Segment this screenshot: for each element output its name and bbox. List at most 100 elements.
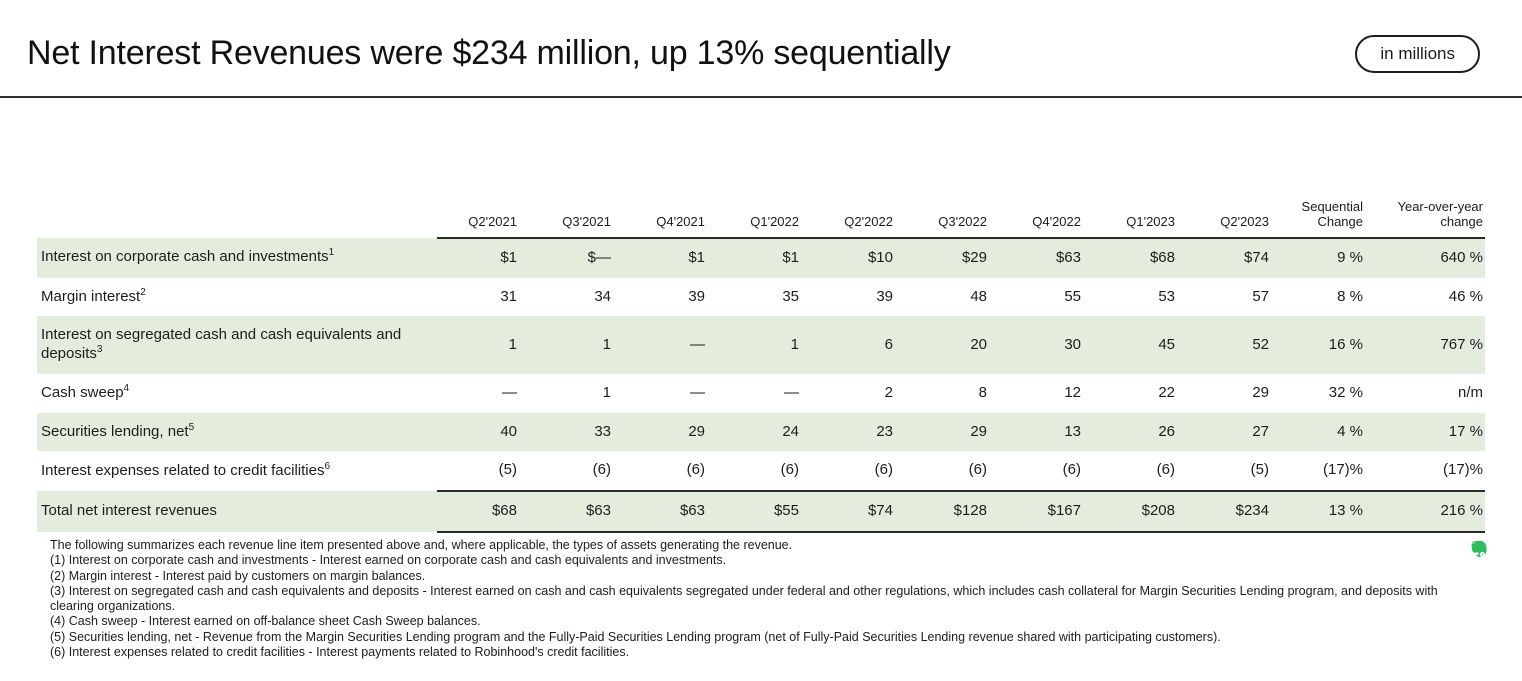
- value-cell: 20: [907, 316, 1001, 374]
- value-cell: 1: [437, 316, 531, 374]
- table-row: Interest on segregated cash and cash equ…: [37, 316, 1485, 374]
- evernote-icon[interactable]: [1467, 537, 1491, 561]
- value-cell: 23: [813, 412, 907, 452]
- value-cell: 46 %: [1448, 287, 1483, 305]
- table-row: Margin interest2 31 34 39 35 39 48 55 53 57 8 % 46 …: [37, 278, 1485, 317]
- column-header: Q2'2022: [813, 200, 907, 239]
- slide-header: Net Interest Revenues were $234 million,…: [0, 0, 1522, 73]
- footnote-line: (4) Cash sweep - Interest earned on off-…: [50, 614, 481, 629]
- revenue-table: Q2'2021 Q3'2021 Q4'2021 Q1'2022 Q2'2022 Q3'20…: [37, 199, 1485, 533]
- row-label: Interest on corporate cash and investmen…: [37, 237, 437, 278]
- value-cell: 33: [531, 412, 625, 452]
- footnote-marker: 4: [123, 382, 130, 394]
- column-header: Q3'2021: [531, 200, 625, 239]
- value-cell: $167: [1001, 491, 1095, 533]
- footnote-line: (3) Interest on segregated cash and cash…: [50, 583, 1438, 613]
- value-cell: 29: [907, 412, 1001, 452]
- table-row: Securities lending, net5 40 33 29 24 23 29 13 26…: [37, 412, 1485, 452]
- column-header: Sequential Change: [1283, 199, 1377, 239]
- value-cell: (6): [625, 451, 719, 493]
- page-title: Net Interest Revenues were $234 million,…: [27, 34, 951, 72]
- row-label: Securities lending, net5: [37, 412, 437, 452]
- value-cell: n/m: [1457, 383, 1483, 401]
- value-cell: $63: [625, 491, 719, 533]
- value-cell: 1: [719, 316, 813, 374]
- value-cell: 55: [1064, 287, 1081, 305]
- value-cell: 57: [1252, 287, 1269, 305]
- row-label: Cash sweep4: [41, 382, 130, 401]
- value-cell: 16 %: [1283, 316, 1377, 374]
- value-cell: 1: [531, 316, 625, 374]
- value-cell: 26: [1095, 412, 1189, 452]
- table-row: Cash sweep4 — 1 — — 2 8 12 22 29 32 % n/m: [37, 374, 1485, 413]
- row-label: Total net interest revenues: [37, 491, 437, 532]
- column-header: Q4'2021: [625, 200, 719, 239]
- column-header: Q2'2023: [1189, 200, 1283, 239]
- value-cell: —: [690, 383, 705, 401]
- total-row: Total net interest revenues $68 $63 $63 $55 $…: [37, 491, 1485, 533]
- row-label-header: [37, 200, 437, 238]
- table-header-row: Q2'2021 Q3'2021 Q4'2021 Q1'2022 Q2'2022 Q3'20…: [37, 199, 1485, 239]
- footnote-marker: 5: [188, 421, 195, 433]
- value-cell: 6: [813, 316, 907, 374]
- footnote-marker: 6: [324, 460, 331, 472]
- value-cell: $1: [719, 237, 813, 278]
- value-cell: 1: [602, 383, 611, 401]
- value-cell: 22: [1158, 383, 1175, 401]
- value-cell: 34: [594, 287, 611, 305]
- value-cell: 12: [1064, 383, 1081, 401]
- value-cell: $208: [1095, 491, 1189, 533]
- value-cell: 216 %: [1377, 491, 1485, 533]
- value-cell: 27: [1189, 412, 1283, 452]
- footnote-line: (1) Interest on corporate cash and inves…: [50, 553, 727, 568]
- value-cell: 29: [625, 412, 719, 452]
- value-cell: 30: [1001, 316, 1095, 374]
- footnote-line: (2) Margin interest - Interest paid by c…: [50, 568, 426, 583]
- footnote-line: (5) Securities lending, net - Revenue fr…: [50, 629, 1221, 644]
- column-header: Year-over-year change: [1377, 199, 1485, 239]
- value-cell: 9 %: [1283, 237, 1377, 278]
- value-cell: $128: [907, 491, 1001, 533]
- value-cell: $1: [625, 237, 719, 278]
- value-cell: (6): [719, 451, 813, 493]
- value-cell: (17)%: [1283, 451, 1377, 493]
- value-cell: 29: [1252, 383, 1269, 401]
- value-cell: $63: [1001, 237, 1095, 278]
- value-cell: 48: [970, 287, 987, 305]
- value-cell: $74: [813, 491, 907, 533]
- value-cell: 45: [1095, 316, 1189, 374]
- value-cell: 17 %: [1377, 412, 1485, 452]
- value-cell: 13 %: [1283, 491, 1377, 533]
- row-label: Interest expenses related to credit faci…: [41, 460, 331, 479]
- row-label: Margin interest2: [41, 286, 146, 305]
- value-cell: 31: [500, 287, 517, 305]
- value-cell: (17)%: [1377, 451, 1485, 493]
- value-cell: $68: [1095, 237, 1189, 278]
- value-cell: (6): [1095, 451, 1189, 493]
- value-cell: 39: [688, 287, 705, 305]
- value-cell: 24: [719, 412, 813, 452]
- table-row: Interest expenses related to credit faci…: [37, 451, 1485, 493]
- value-cell: (6): [813, 451, 907, 493]
- net-interest-revenues-table: Q2'2021 Q3'2021 Q4'2021 Q1'2022 Q2'2022 Q3'20…: [37, 199, 1485, 533]
- value-cell: 13: [1001, 412, 1095, 452]
- value-cell: 4 %: [1283, 412, 1377, 452]
- footnote-line: The following summarizes each revenue li…: [50, 538, 793, 552]
- value-cell: (5): [437, 451, 531, 493]
- footnote-line: (6) Interest expenses related to credit …: [50, 644, 630, 659]
- value-cell: 52: [1189, 316, 1283, 374]
- value-cell: 40: [437, 412, 531, 452]
- value-cell: $74: [1189, 237, 1283, 278]
- value-cell: $68: [437, 491, 531, 533]
- value-cell: $—: [531, 237, 625, 278]
- units-badge: in millions: [1355, 35, 1480, 73]
- value-cell: 39: [876, 287, 893, 305]
- value-cell: (6): [1001, 451, 1095, 493]
- value-cell: $234: [1189, 491, 1283, 533]
- value-cell: (5): [1189, 451, 1283, 493]
- value-cell: —: [625, 316, 719, 374]
- value-cell: 767 %: [1377, 316, 1485, 374]
- footnote-marker: 1: [328, 247, 335, 259]
- value-cell: —: [502, 383, 517, 401]
- value-cell: (6): [907, 451, 1001, 493]
